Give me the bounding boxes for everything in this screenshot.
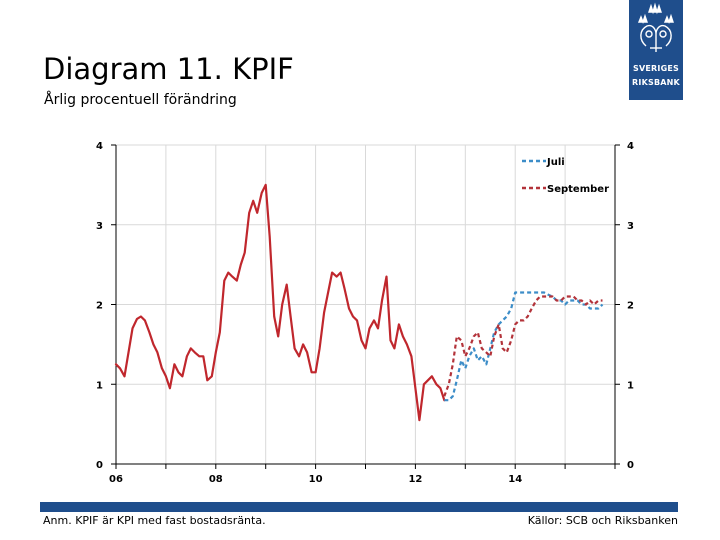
y-tick-label-left: 4 — [96, 141, 103, 152]
x-tick-label: 14 — [508, 474, 522, 485]
y-tick-label-left: 1 — [96, 380, 103, 391]
footer-note: Anm. KPIF är KPI med fast bostadsränta. — [43, 514, 266, 527]
y-tick-label-left: 3 — [96, 221, 103, 232]
series-line-juli — [444, 291, 604, 402]
series-line-september — [443, 295, 603, 397]
y-tick-label-right: 4 — [627, 141, 634, 152]
series — [114, 183, 604, 422]
x-tick-label: 10 — [309, 474, 323, 485]
footer-source: Källor: SCB och Riksbanken — [527, 514, 678, 527]
series-line-utfall — [114, 183, 446, 422]
riksbank-logo: SVERIGES RIKSBANK — [629, 0, 683, 100]
legend-label-september: September — [547, 184, 609, 195]
page-title: Diagram 11. KPIF — [43, 52, 294, 86]
y-tick-label-right: 0 — [627, 460, 634, 471]
x-tick-label: 12 — [408, 474, 422, 485]
riksbank-crown-emblem-icon — [637, 2, 674, 52]
axes: 0 01 12 23 34 406 08 10 12 14 — [96, 141, 634, 485]
gridlines — [116, 144, 615, 464]
chart-subtitle: Årlig procentuell förändring — [44, 92, 237, 108]
logo-line-1: SVERIGES — [633, 64, 679, 73]
y-tick-label-right: 2 — [627, 301, 634, 312]
y-tick-label-left: 2 — [96, 301, 103, 312]
y-tick-label-left: 0 — [96, 460, 103, 471]
legend-label-juli: Juli — [546, 157, 565, 168]
logo-line-2: RIKSBANK — [632, 78, 680, 87]
footer-bar — [40, 502, 678, 512]
x-tick-label: 08 — [209, 474, 223, 485]
x-tick-label: 06 — [109, 474, 123, 485]
y-tick-label-right: 3 — [627, 221, 634, 232]
legend: Juli September — [522, 157, 609, 195]
y-tick-label-right: 1 — [627, 380, 634, 391]
